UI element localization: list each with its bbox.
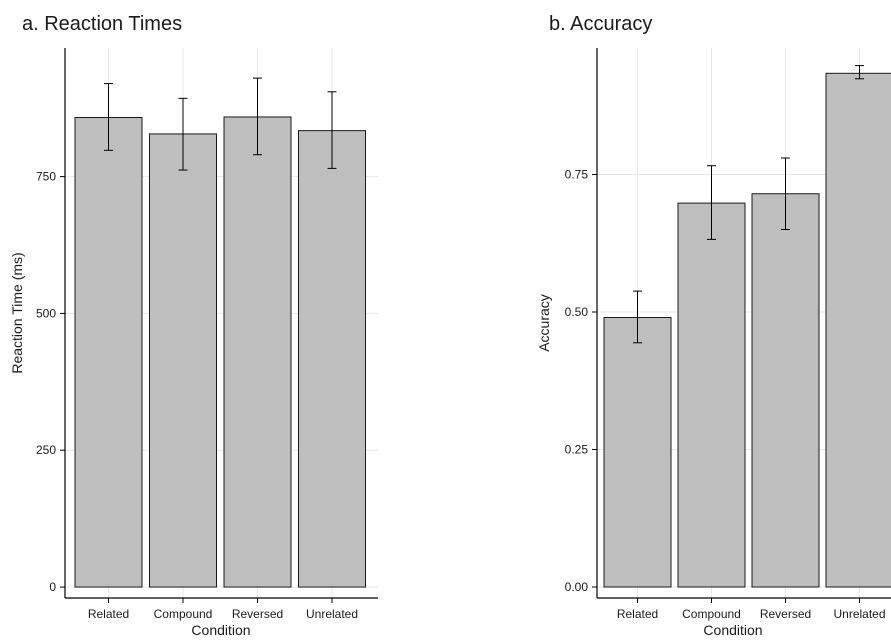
panel-b: b. Accuracy Accuracy Condition 0.000.250… — [536, 13, 891, 638]
panel-a-bar — [149, 133, 217, 588]
panel-a-xtick-label: Related — [88, 607, 129, 621]
panel-a-xtick-label: Unrelated — [306, 607, 358, 621]
panel-b-bar — [825, 72, 891, 588]
panel-b-bar — [751, 193, 820, 588]
panel-a-xtick-label: Reversed — [232, 607, 283, 621]
panel-b-ytick-label: 0.00 — [565, 580, 589, 594]
panel-b-xtick-label: Related — [617, 607, 658, 621]
panel-a-title: a. Reaction Times — [22, 13, 182, 35]
panel-a-bar — [223, 116, 292, 588]
panel-b-ytick-label: 0.75 — [565, 168, 589, 182]
panel-a-bar — [298, 130, 366, 588]
panel-b-xtick-label: Unrelated — [833, 607, 885, 621]
panel-a: a. Reaction Times Reaction Time (ms) Con… — [9, 13, 378, 638]
panel-a-ytick-label: 0 — [49, 580, 56, 594]
panel-a-ytick-label: 500 — [36, 306, 56, 320]
panel-b-ytick-label: 0.25 — [565, 443, 589, 457]
panel-a-ytick-label: 750 — [36, 170, 56, 184]
panel-a-ytick-label: 250 — [36, 443, 56, 457]
panel-b-ytick-label: 0.50 — [565, 305, 589, 319]
panel-a-xlabel: Condition — [191, 622, 250, 638]
panel-a-xtick-label: Compound — [154, 607, 213, 621]
panel-b-xlabel: Condition — [703, 622, 762, 638]
panel-a-bar — [74, 117, 143, 588]
panel-b-xtick-label: Reversed — [760, 607, 811, 621]
panel-b-xtick-label: Compound — [682, 607, 741, 621]
panel-b-plot: 0.00 0.25 0.50 0.75 Related Compound Reversed U… — [565, 48, 891, 621]
panel-b-bar — [677, 202, 746, 588]
panel-b-ylabel: Accuracy — [536, 294, 552, 352]
panel-a-ylabel: Reaction Time (ms) — [9, 252, 25, 373]
panel-a-plot: 0 250 500 750 Related Compound Reversed Unrelat… — [36, 48, 378, 621]
panel-b-bar — [603, 317, 672, 588]
panel-b-title: b. Accuracy — [549, 13, 652, 35]
